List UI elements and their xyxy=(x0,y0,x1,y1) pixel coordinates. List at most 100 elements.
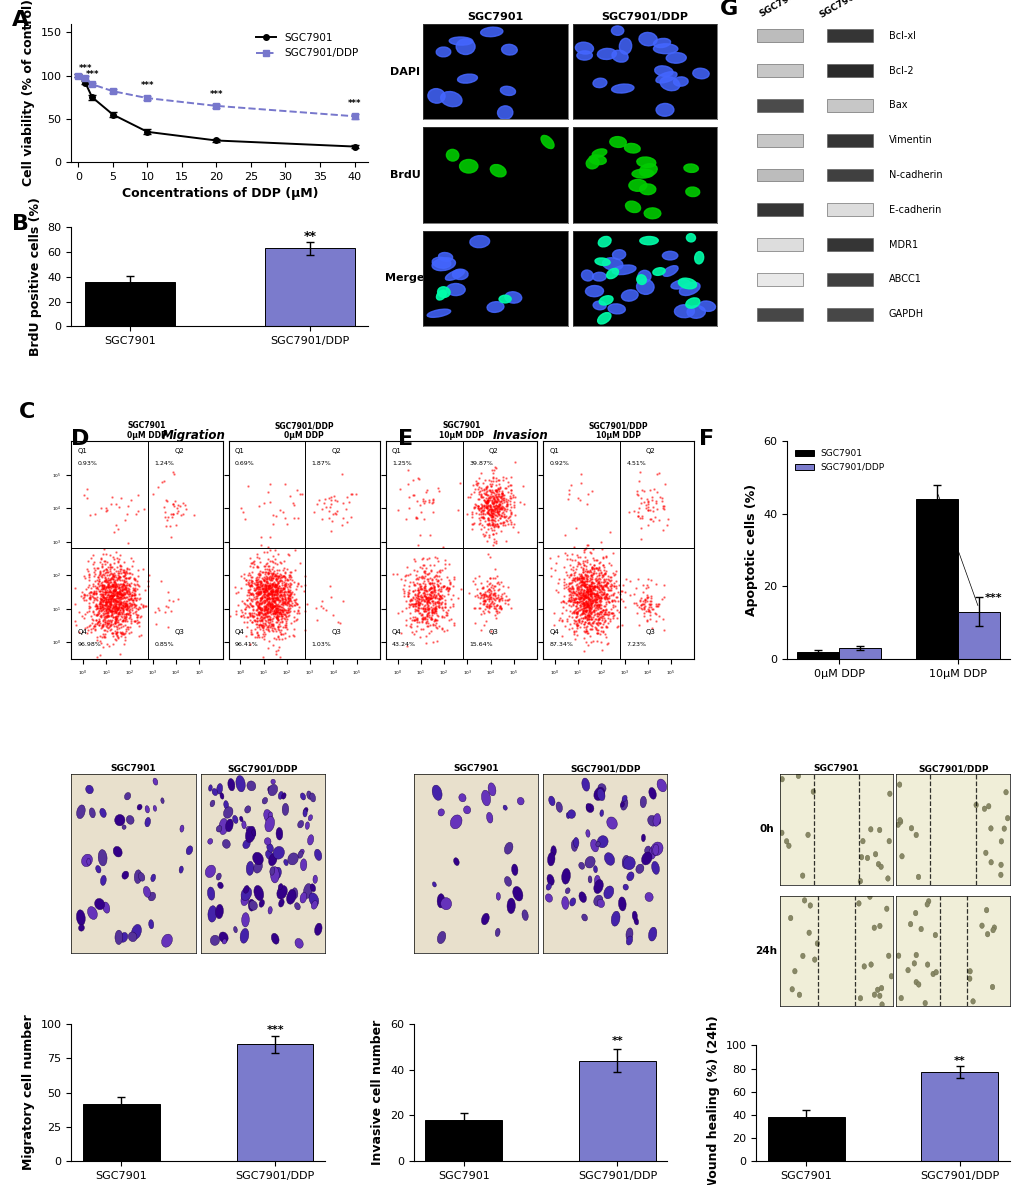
Point xyxy=(322,491,338,510)
Point xyxy=(587,585,603,604)
Point xyxy=(634,506,650,525)
Point xyxy=(88,595,104,614)
Point xyxy=(607,572,624,591)
Point xyxy=(580,597,596,616)
Point xyxy=(338,487,355,506)
Point xyxy=(233,578,250,597)
Point xyxy=(81,571,97,590)
Point xyxy=(577,608,593,627)
Ellipse shape xyxy=(304,884,312,898)
Point xyxy=(572,570,588,589)
Point xyxy=(95,579,111,598)
Point xyxy=(93,566,109,585)
Point xyxy=(568,603,584,622)
Point xyxy=(491,492,507,511)
Point xyxy=(98,577,114,596)
Point xyxy=(583,587,599,606)
Point xyxy=(114,566,130,585)
Point xyxy=(251,604,267,623)
Point xyxy=(487,481,503,500)
Point xyxy=(434,606,450,624)
Ellipse shape xyxy=(219,819,228,834)
Ellipse shape xyxy=(87,858,91,865)
Point xyxy=(227,604,244,623)
Point xyxy=(82,568,98,587)
Point xyxy=(631,462,647,481)
Point xyxy=(438,579,454,598)
Point xyxy=(560,590,577,609)
Point xyxy=(578,571,594,590)
Point xyxy=(270,578,286,597)
Point xyxy=(482,476,498,495)
Point xyxy=(113,576,129,595)
Point xyxy=(592,596,608,615)
Ellipse shape xyxy=(119,933,127,942)
Point xyxy=(502,598,519,617)
Point xyxy=(103,495,119,514)
Point xyxy=(597,585,613,604)
Point xyxy=(252,608,268,627)
Point xyxy=(581,598,597,617)
Point xyxy=(581,597,597,616)
Point xyxy=(499,476,516,495)
Point xyxy=(587,592,603,611)
Point xyxy=(556,616,573,635)
Ellipse shape xyxy=(522,910,528,921)
Point xyxy=(262,574,278,592)
Point xyxy=(102,587,118,606)
Ellipse shape xyxy=(884,876,890,882)
Point xyxy=(112,585,128,604)
Point xyxy=(585,601,601,620)
Point xyxy=(478,504,494,523)
Point xyxy=(564,571,580,590)
Point xyxy=(582,581,598,600)
Point xyxy=(268,607,284,626)
Point xyxy=(90,604,106,623)
Point xyxy=(574,553,590,572)
Point xyxy=(113,598,129,617)
Point xyxy=(573,465,589,483)
Point xyxy=(118,574,135,592)
Ellipse shape xyxy=(438,252,452,261)
Point xyxy=(270,603,286,622)
Point xyxy=(491,596,507,615)
Point xyxy=(273,566,289,585)
Point xyxy=(94,601,110,620)
Point xyxy=(411,613,427,632)
Point xyxy=(89,596,105,615)
Point xyxy=(486,499,502,518)
Point xyxy=(575,576,591,595)
Ellipse shape xyxy=(278,899,284,907)
Ellipse shape xyxy=(88,907,97,920)
Point xyxy=(239,565,256,584)
Point xyxy=(482,497,498,515)
Point xyxy=(96,561,112,579)
Point xyxy=(107,588,123,607)
Point xyxy=(633,508,649,527)
Point xyxy=(107,584,123,603)
Point xyxy=(581,607,597,626)
Point xyxy=(96,590,112,609)
Point xyxy=(152,572,168,591)
Point xyxy=(417,582,433,601)
Ellipse shape xyxy=(566,813,570,819)
Point xyxy=(410,591,426,610)
Ellipse shape xyxy=(973,802,977,808)
Point xyxy=(589,615,605,634)
Point xyxy=(258,608,274,627)
Point xyxy=(605,590,622,609)
Point xyxy=(254,609,270,628)
Point xyxy=(330,613,346,632)
Point xyxy=(573,569,589,588)
Point xyxy=(117,600,133,619)
Point xyxy=(108,591,124,610)
Point xyxy=(424,570,440,589)
Point xyxy=(588,551,604,570)
Point xyxy=(258,601,274,620)
Point xyxy=(118,608,135,627)
Point xyxy=(405,572,421,591)
Point xyxy=(591,576,607,595)
Point xyxy=(161,590,177,609)
Point xyxy=(587,559,603,578)
Bar xyxy=(236,1044,313,1161)
